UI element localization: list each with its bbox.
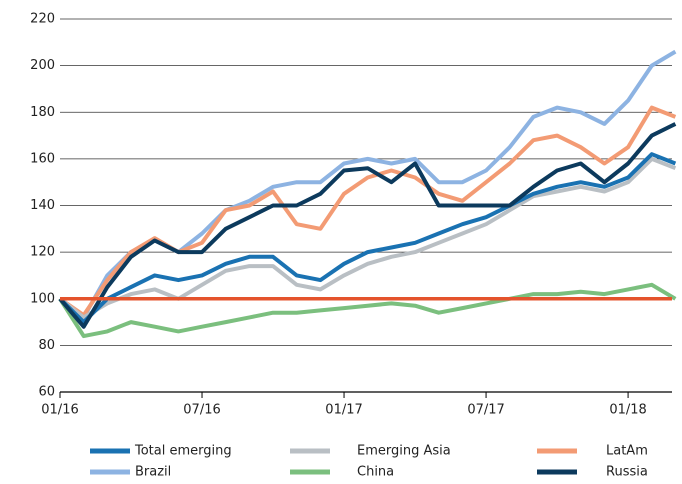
- x-tick-label: 07/16: [183, 403, 220, 418]
- y-tick-label: 60: [38, 385, 55, 400]
- series-line: [58, 152, 677, 325]
- series-line: [58, 105, 677, 318]
- legend-label: Total emerging: [134, 444, 232, 459]
- y-tick-label: 200: [30, 58, 55, 73]
- y-tick-label: 180: [30, 105, 55, 120]
- x-tick-label: 07/17: [467, 403, 504, 418]
- x-tick-label: 01/16: [41, 403, 78, 418]
- legend-label: China: [357, 465, 394, 480]
- series-line: [58, 122, 677, 329]
- y-tick-label: 140: [30, 198, 55, 213]
- legend-label: Brazil: [135, 465, 171, 480]
- y-tick-label: 100: [30, 291, 55, 306]
- y-tick-label: 80: [38, 338, 55, 353]
- x-tick-label: 01/17: [325, 403, 362, 418]
- series-line: [58, 282, 677, 339]
- legend-label: LatAm: [606, 444, 648, 459]
- legend-label: Emerging Asia: [357, 444, 451, 459]
- series-line: [58, 156, 677, 320]
- legend-label: Russia: [606, 465, 648, 480]
- x-tick-label: 01/18: [609, 403, 646, 418]
- y-tick-label: 220: [30, 12, 55, 27]
- y-tick-label: 120: [30, 245, 55, 260]
- y-tick-label: 160: [30, 151, 55, 166]
